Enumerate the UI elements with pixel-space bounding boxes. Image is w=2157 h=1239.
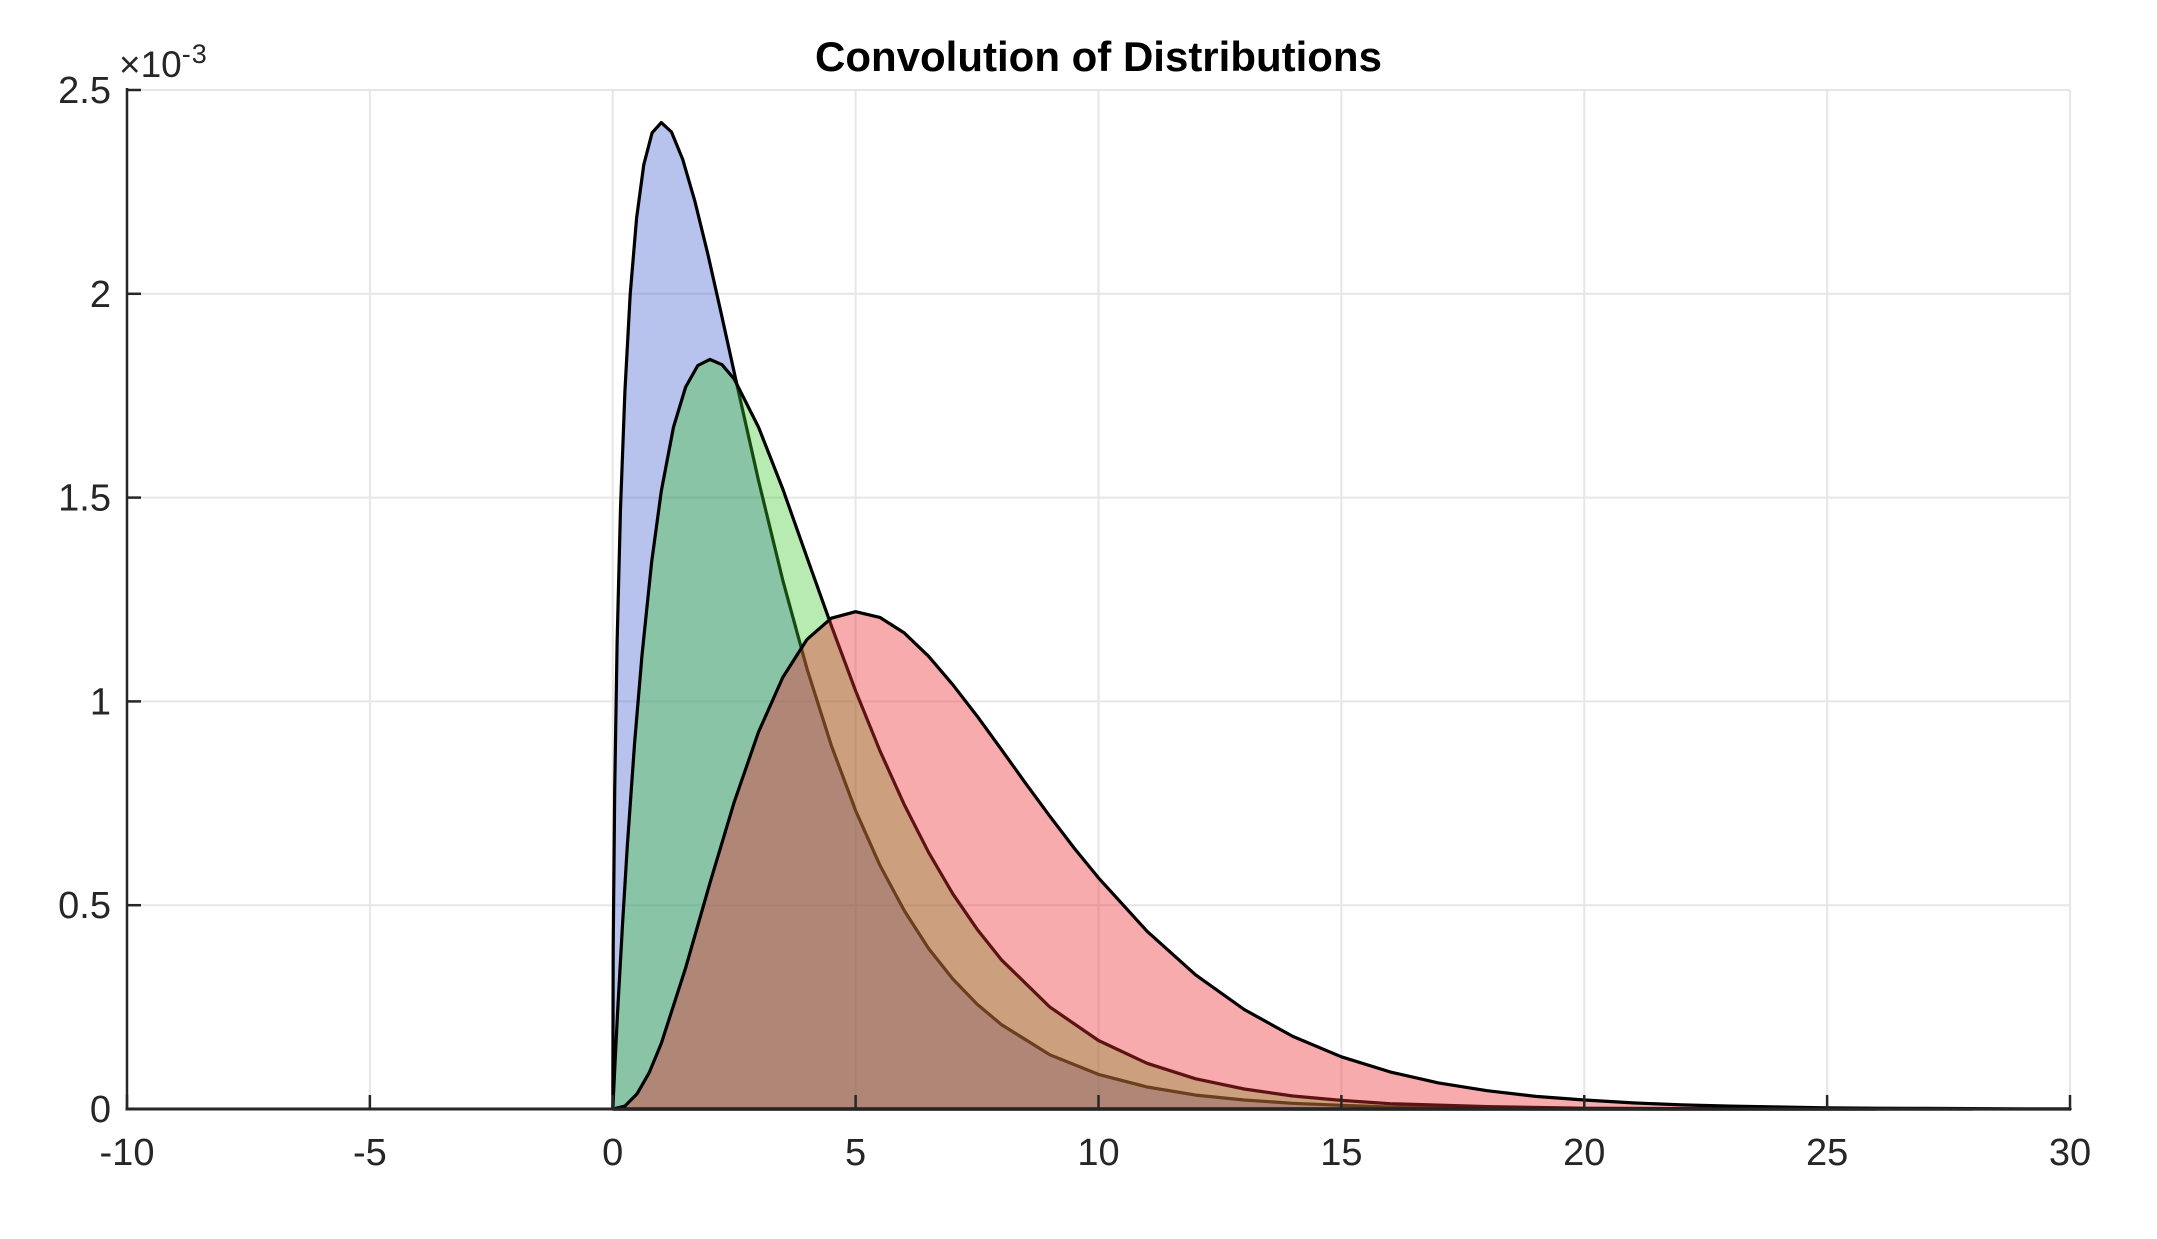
x-tick-label: 15 [1320,1132,1362,1174]
component-distribution-blue-area [611,121,1878,1111]
x-tick-label: 20 [1563,1132,1605,1174]
chart-title: Convolution of Distributions [815,33,1382,80]
y-tick-label: 2 [90,274,111,316]
x-tick-label: 10 [1077,1132,1119,1174]
y-tick-label: 0.5 [58,885,111,927]
distribution-areas [611,121,2072,1111]
component-distribution-green-area [611,357,1975,1111]
tick-marks [125,88,2072,1111]
y-tick-labels: 0 0.5 1 1.5 2 2.5 [58,70,111,1131]
x-tick-label: -5 [353,1132,387,1174]
y-tick-label: 1.5 [58,478,111,520]
x-tick-label: 0 [602,1132,623,1174]
exponent-power: -3 [181,39,208,69]
x-tick-labels: -10 -5 0 5 10 15 20 25 30 [100,1132,2092,1174]
y-tick-label: 2.5 [58,70,111,112]
y-tick-label: 0 [90,1089,111,1131]
x-tick-label: 5 [845,1132,866,1174]
y-axis-exponent-label: ×10-3 [119,39,208,86]
grid-lines [127,89,2071,1109]
y-tick-label: 1 [90,681,111,723]
x-tick-label: 30 [2049,1132,2091,1174]
exponent-base: ×10 [119,44,182,85]
x-tick-label: 25 [1806,1132,1848,1174]
x-tick-label: -10 [100,1132,155,1174]
